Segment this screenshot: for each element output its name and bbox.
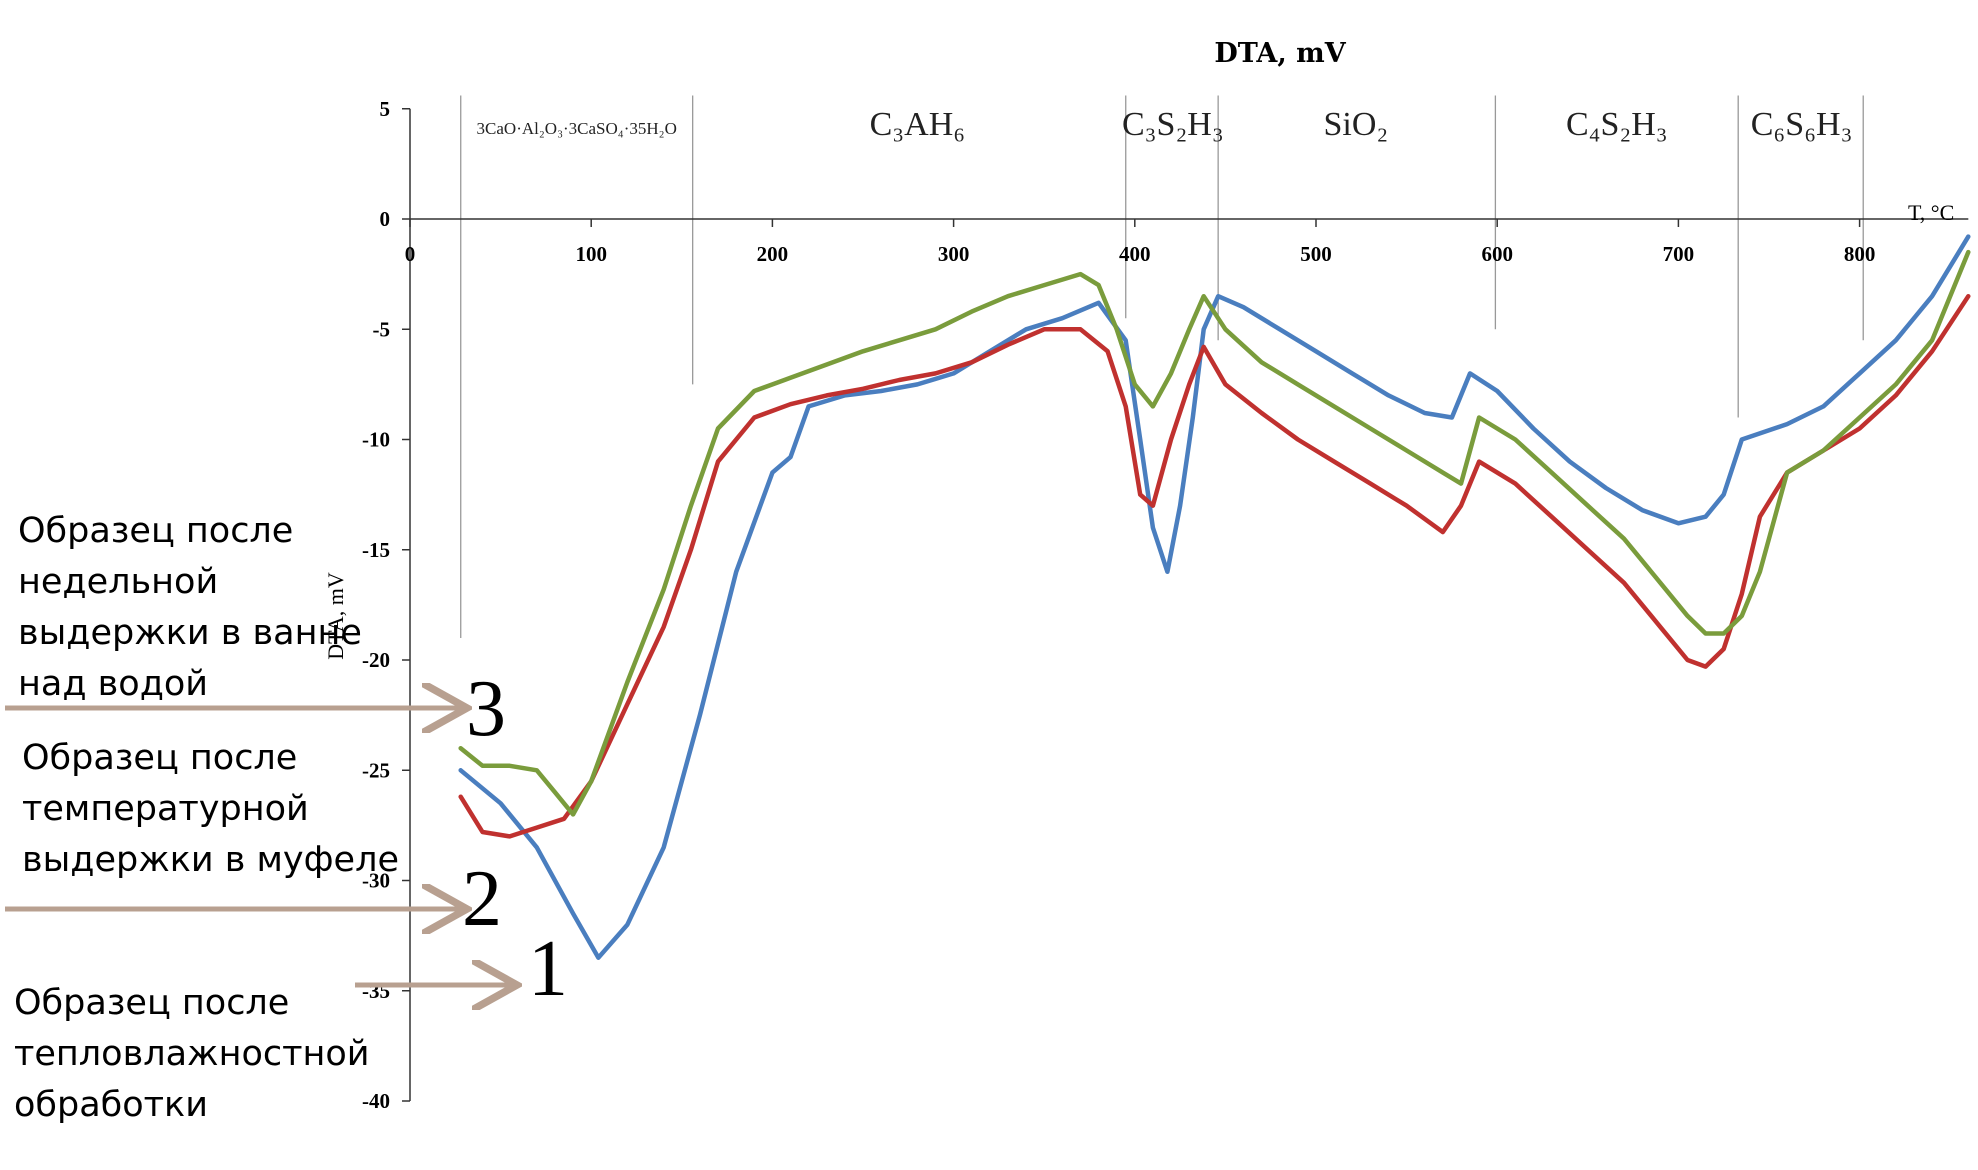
x-tick-label: 800 bbox=[1844, 242, 1876, 266]
phase-label: C₃S₂H₃ bbox=[1122, 106, 1224, 143]
curve-numbers: 3 21 bbox=[462, 665, 568, 1013]
x-tick-label: 300 bbox=[938, 242, 970, 266]
y-tick-label: -40 bbox=[362, 1089, 390, 1113]
phase-labels: 3CaO·Al₂O₃·3CaSO₄·35H₂O C₃AH₆ C₃S₂H₃ SiO₂ C₄… bbox=[477, 106, 1853, 143]
phase-label: 3CaO·Al₂O₃·3CaSO₄·35H₂O bbox=[477, 119, 677, 138]
y-tick-label: -15 bbox=[362, 538, 390, 562]
series-lines bbox=[458, 234, 1971, 960]
x-tick-label: 700 bbox=[1663, 242, 1695, 266]
phase-label: C₄S₂H₃ bbox=[1566, 106, 1668, 143]
y-axis-label: DTA, mV bbox=[323, 572, 348, 660]
x-tick-label: 500 bbox=[1300, 242, 1332, 266]
y-tick-label: 5 bbox=[380, 97, 391, 121]
annotation-arrows bbox=[5, 708, 512, 985]
x-tick-labels: 0 100 200 300 400 500 600 700 800 bbox=[405, 242, 1876, 266]
y-tick-label: -25 bbox=[362, 758, 390, 782]
phase-boundaries bbox=[460, 95, 1864, 638]
series-line-3 bbox=[458, 249, 1971, 817]
y-tick-labels: 50-5-10-15-20-25-30-35-40 bbox=[362, 97, 390, 1113]
series-line-2 bbox=[458, 293, 1971, 839]
annotation-sample-muffle: Образец после температурной выдержки в м… bbox=[22, 738, 399, 880]
series-line-1 bbox=[458, 234, 1971, 960]
y-tick-label: 0 bbox=[380, 207, 391, 231]
phase-label: C₆S₆H₃ bbox=[1751, 106, 1853, 143]
x-tick-label: 600 bbox=[1481, 242, 1513, 266]
y-tick-label: -10 bbox=[362, 428, 390, 452]
curve-number-2: 2 bbox=[462, 855, 502, 943]
x-tick-label: 200 bbox=[757, 242, 789, 266]
x-axis-label: T, °C bbox=[1908, 200, 1954, 225]
chart-title: DTA, mV bbox=[1214, 38, 1346, 69]
axes bbox=[402, 108, 1969, 1102]
curve-number-3: 3 bbox=[466, 665, 506, 753]
x-tick-label: 0 bbox=[405, 242, 416, 266]
x-tick-label: 400 bbox=[1119, 242, 1151, 266]
x-tick-label: 100 bbox=[575, 242, 607, 266]
y-tick-label: -5 bbox=[373, 317, 391, 341]
phase-label: SiO₂ bbox=[1323, 106, 1388, 143]
curve-number-1: 1 bbox=[528, 925, 568, 1013]
annotation-sample-heat-moisture: Образец после тепловлажностной обработки bbox=[14, 983, 370, 1125]
y-tick-label: -30 bbox=[362, 869, 390, 893]
y-tick-label: -20 bbox=[362, 648, 390, 672]
phase-label: C₃AH₆ bbox=[870, 106, 966, 143]
annotation-sample-water-bath: Образец после недельной выдержки в ванне… bbox=[18, 511, 362, 704]
